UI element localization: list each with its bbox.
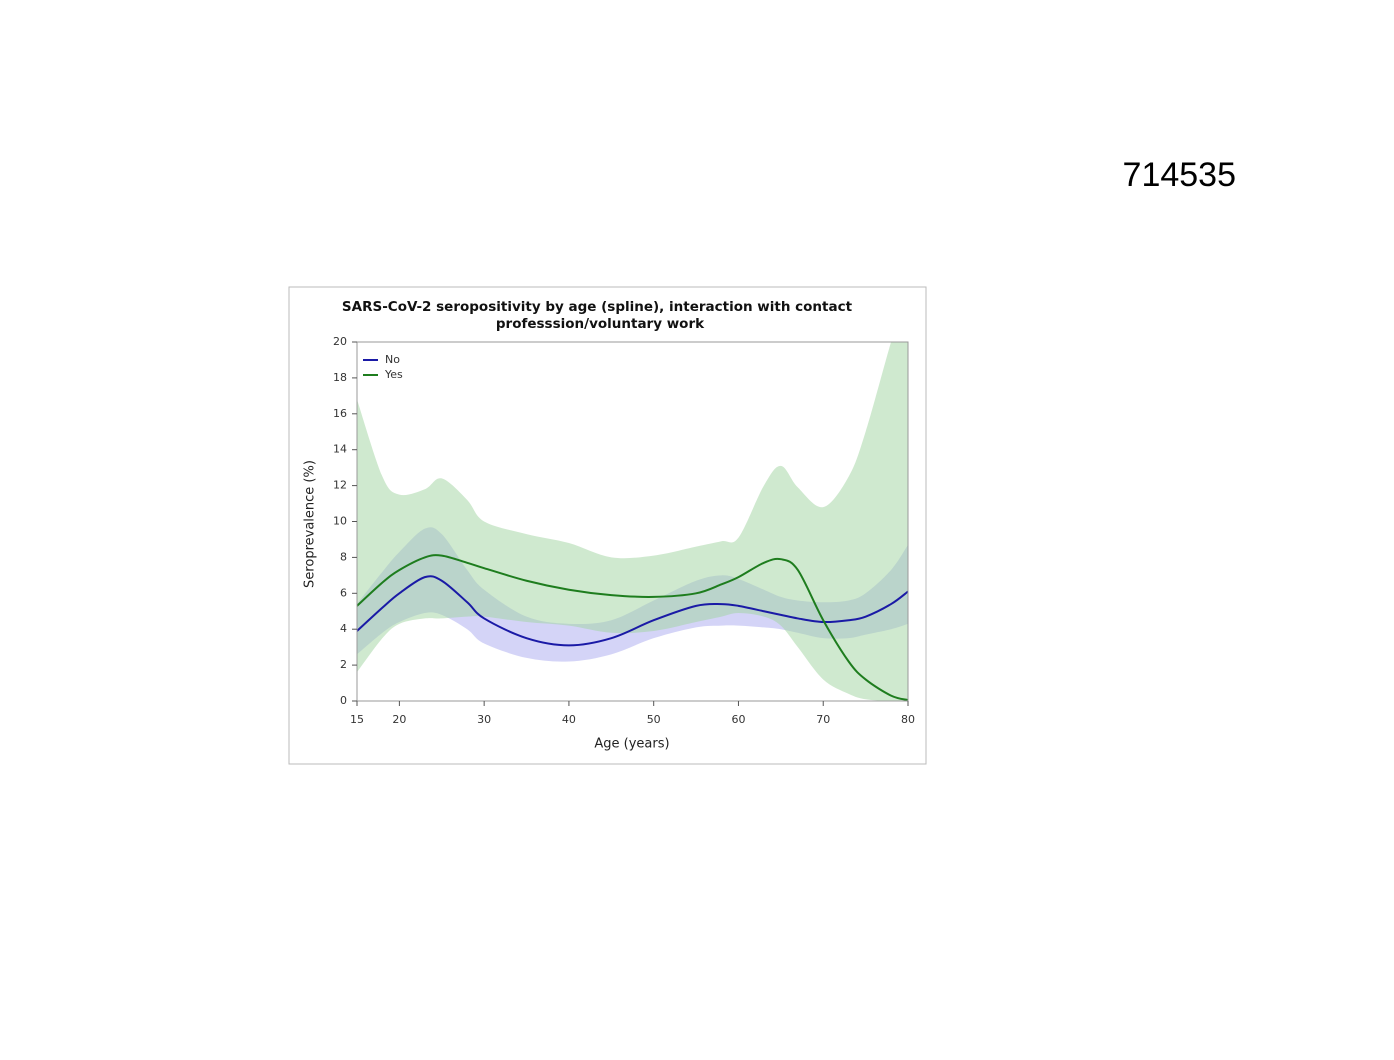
legend-label: No	[385, 353, 400, 366]
x-tick-label: 60	[731, 713, 745, 726]
page-id: 714535	[1123, 156, 1236, 194]
x-tick-label: 15	[350, 713, 364, 726]
chart-title: SARS-CoV-2 seropositivity by age (spline…	[342, 299, 853, 315]
x-axis-label: Age (years)	[594, 737, 669, 752]
x-tick-label: 80	[901, 713, 915, 726]
x-tick-label: 30	[477, 713, 491, 726]
chart-title: professsion/voluntary work	[496, 316, 705, 332]
series-line	[357, 554, 908, 701]
x-tick-label: 50	[647, 713, 661, 726]
confidence-band	[357, 527, 908, 662]
x-tick-label: 70	[816, 713, 830, 726]
y-tick-label: 6	[340, 586, 347, 599]
series-line	[357, 575, 908, 647]
y-tick-label: 2	[340, 658, 347, 671]
y-tick-label: 20	[333, 335, 347, 348]
y-tick-label: 14	[333, 443, 347, 456]
plot-area	[357, 342, 908, 701]
y-tick-label: 4	[340, 622, 347, 635]
x-tick-label: 20	[392, 713, 406, 726]
legend-label: Yes	[384, 368, 403, 381]
y-tick-label: 18	[333, 371, 347, 384]
y-tick-label: 0	[340, 694, 347, 707]
y-tick-label: 12	[333, 479, 347, 492]
y-tick-label: 16	[333, 407, 347, 420]
y-axis-label: Seroprevalence (%)	[303, 460, 318, 588]
y-tick-label: 10	[333, 515, 347, 528]
y-tick-label: 8	[340, 550, 347, 563]
confidence-band	[357, 342, 908, 701]
x-tick-label: 40	[562, 713, 576, 726]
